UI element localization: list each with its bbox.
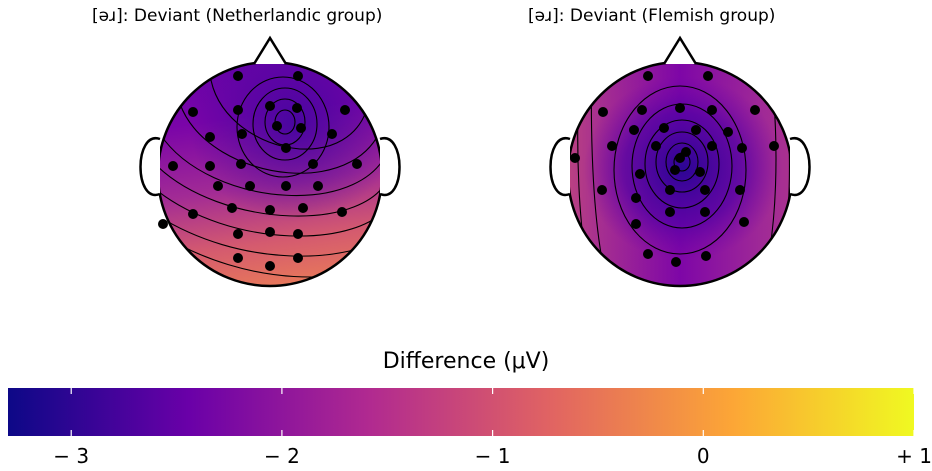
electrode-markers [570, 71, 779, 267]
colorbar-tick-label: 0 [696, 444, 710, 468]
colorbar [8, 388, 914, 436]
colorbar-fill [8, 388, 914, 436]
nose-outline [252, 35, 288, 65]
topomap-title-netherlandic: [əɹ]: Deviant (Netherlandic group) [92, 6, 383, 26]
left-ear-outline [139, 137, 161, 197]
topomap-netherlandic [139, 35, 401, 288]
colorbar-tick-label: − 2 [263, 444, 300, 468]
colorbar-tick-marks [70, 388, 914, 436]
colorbar-tick-label: − 1 [474, 444, 511, 468]
colorbar-tick-label: − 3 [53, 444, 90, 468]
topomap-title-flemish: [əɹ]: Deviant (Flemish group) [528, 6, 776, 26]
left-ear-outline [549, 137, 571, 197]
right-ear-outline [789, 137, 811, 197]
topomap-flemish [549, 35, 811, 288]
electrode-markers [158, 71, 362, 271]
nose-outline [662, 35, 698, 65]
right-ear-outline [379, 137, 401, 197]
colorbar-label: Difference (μV) [382, 349, 550, 374]
colorbar-tick-label: + 1 [896, 444, 932, 468]
